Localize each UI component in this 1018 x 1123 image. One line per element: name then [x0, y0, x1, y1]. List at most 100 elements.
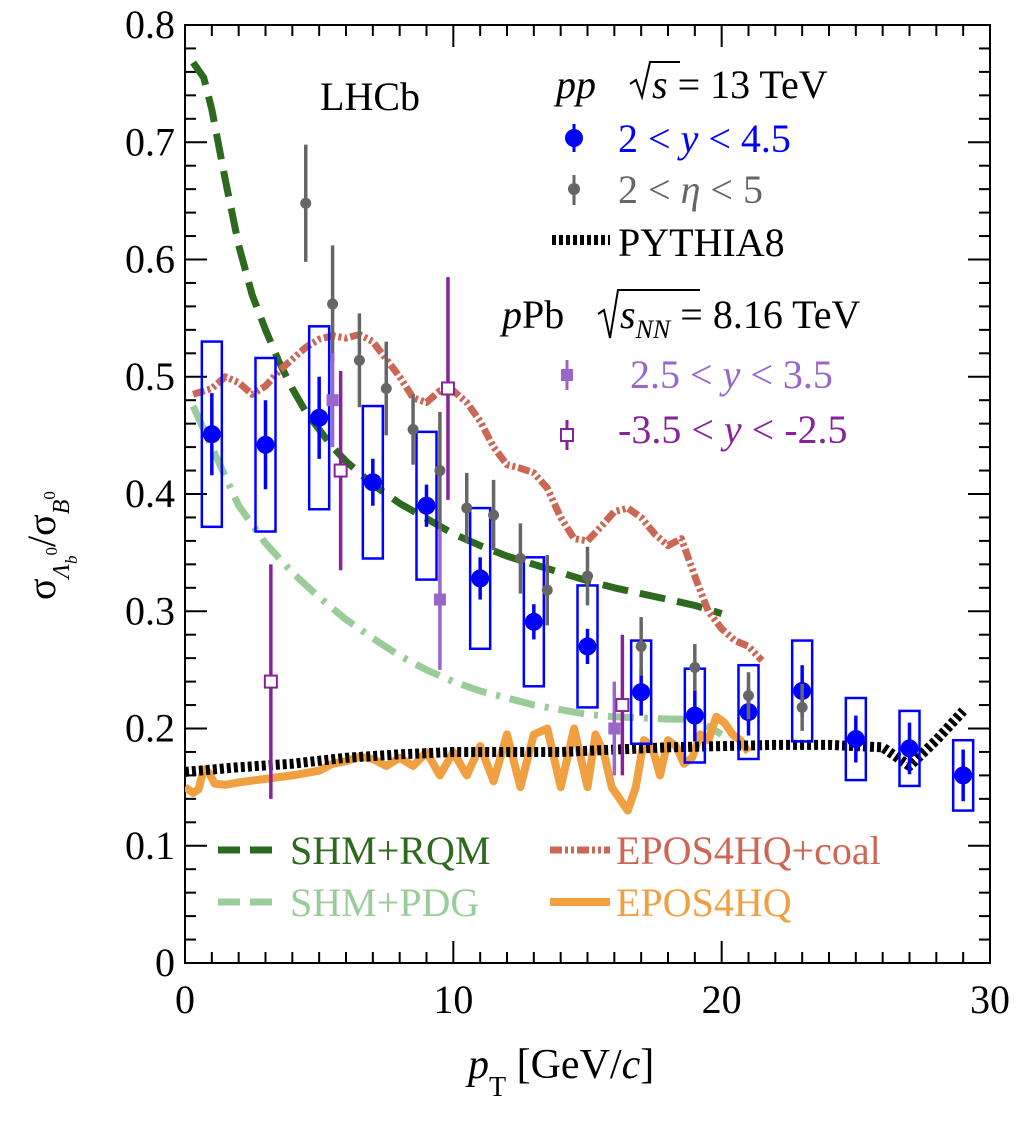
- series-2: [326, 353, 621, 776]
- data-point: [488, 509, 500, 521]
- svg-text:EPOS4HQ: EPOS4HQ: [616, 880, 792, 925]
- legend-pp-energy: s = 13 TeV: [629, 61, 828, 107]
- svg-text:σΛb0/σB0: σΛb0/σB0: [19, 491, 81, 600]
- data-point: [954, 766, 973, 785]
- data-point: [632, 683, 651, 702]
- y-tick-label: 0: [155, 940, 175, 985]
- sqrt-sign-icon: [597, 289, 700, 339]
- data-point: [743, 690, 754, 702]
- legend-entry-ppb-backward: -3.5 < y < -2.5: [560, 407, 848, 452]
- y-tick-label: 0.1: [125, 823, 175, 868]
- data-point: [434, 465, 446, 477]
- legend-entry-pp-eta: 2 < η < 5: [568, 167, 763, 212]
- data-point: [333, 463, 348, 478]
- data-point: [326, 394, 339, 407]
- y-tick-label: 0.4: [125, 471, 175, 516]
- legend-marker-open-square: [560, 428, 574, 442]
- y-tick-labels: 0 0.1 0.2 0.3 0.4 0.5 0.6 0.7 0.8: [125, 2, 175, 985]
- data-point: [417, 496, 436, 515]
- legend-entry-epos4hq-coal: EPOS4HQ+coal: [550, 828, 881, 873]
- legend-top: pp s = 13 TeV 2 < y < 4.5 2 < η < 5 PYTH…: [499, 61, 860, 452]
- svg-text:-3.5 < y < -2.5: -3.5 < y < -2.5: [618, 407, 848, 452]
- x-tick-label: 20: [702, 977, 742, 1022]
- data-point: [796, 701, 808, 713]
- data-point: [541, 584, 553, 596]
- systematic-error-box: [844, 696, 868, 782]
- data-point: [578, 637, 597, 656]
- legend-entry-epos4hq: EPOS4HQ: [550, 880, 792, 925]
- series-1: [300, 144, 808, 731]
- legend-entry-ppb-forward: 2.5 < y < 3.5: [561, 352, 833, 397]
- systematic-error-box: [790, 639, 814, 743]
- data-point: [635, 640, 647, 652]
- svg-text:2 < η < 5: 2 < η < 5: [618, 167, 763, 212]
- y-axis-label: σΛb0/σB0: [19, 491, 81, 600]
- svg-text:sNN = 8.16 TeV: sNN = 8.16 TeV: [620, 292, 860, 344]
- y-tick-label: 0.6: [125, 237, 175, 282]
- data-point: [202, 425, 221, 444]
- x-tick-label: 30: [970, 977, 1010, 1022]
- svg-text:2 < y < 4.5: 2 < y < 4.5: [618, 116, 791, 161]
- svg-text:pT [GeV/c]: pT [GeV/c]: [465, 1042, 654, 1103]
- y-tick-label: 0.7: [125, 119, 175, 164]
- legend-pp-header: pp: [553, 62, 596, 107]
- experiment-label: LHCb: [320, 74, 420, 119]
- data-point: [615, 698, 630, 713]
- epos4hq-coal-curve: [192, 331, 765, 663]
- data-point: [685, 706, 704, 725]
- systematic-error-box: [898, 709, 921, 788]
- data-point: [900, 739, 919, 758]
- x-tick-labels: 0 10 20 30: [175, 977, 1010, 1022]
- legend-marker-filled-square: [561, 369, 573, 381]
- x-axis-label: pT [GeV/c]: [465, 1042, 654, 1103]
- sqrt-sign-icon: [629, 61, 680, 101]
- systematic-error-box: [522, 556, 546, 688]
- svg-text:SHM+PDG: SHM+PDG: [290, 880, 479, 925]
- y-tick-label: 0.2: [125, 706, 175, 751]
- systematic-error-box: [951, 738, 975, 812]
- data-point: [524, 612, 543, 631]
- y-tick-label: 0.3: [125, 588, 175, 633]
- svg-text:PYTHIA8: PYTHIA8: [618, 220, 785, 265]
- data-point: [514, 552, 526, 564]
- svg-text:2.5 < y < 3.5: 2.5 < y < 3.5: [630, 352, 833, 397]
- legend-marker-small-circle: [568, 183, 580, 195]
- legend-ppb-energy: sNN = 8.16 TeV: [597, 289, 860, 344]
- epos4hq-curve: [185, 712, 752, 815]
- legend-entry-shm-pdg: SHM+PDG: [218, 880, 479, 925]
- y-tick-label: 0.5: [125, 354, 175, 399]
- data-point: [310, 408, 329, 427]
- legend-marker-circle: [565, 129, 583, 147]
- systematic-error-box: [737, 663, 760, 761]
- systematic-error-box: [361, 404, 385, 560]
- data-point: [263, 674, 278, 689]
- data-point: [461, 502, 473, 514]
- data-points: [200, 144, 975, 812]
- data-point: [363, 473, 382, 492]
- data-point: [256, 435, 275, 454]
- legend-entry-shm-rqm: SHM+RQM: [218, 828, 490, 873]
- systematic-error-box: [415, 430, 438, 581]
- y-tick-label: 0.8: [125, 2, 175, 47]
- data-point: [327, 298, 339, 310]
- legend-bottom: SHM+RQM EPOS4HQ+coal SHM+PDG EPOS4HQ: [218, 828, 881, 925]
- data-point: [582, 570, 593, 582]
- data-point: [433, 593, 446, 606]
- x-tick-label: 10: [433, 977, 473, 1022]
- systematic-error-box: [307, 325, 331, 511]
- data-point: [471, 569, 490, 588]
- axis-ticks: [184, 24, 991, 964]
- svg-text:EPOS4HQ+coal: EPOS4HQ+coal: [616, 828, 881, 873]
- x-tick-label: 0: [175, 977, 195, 1022]
- legend-ppb-header: pPb: [499, 292, 564, 337]
- data-point: [440, 381, 455, 396]
- data-point: [846, 730, 865, 749]
- legend-entry-pythia: PYTHIA8: [552, 220, 785, 265]
- data-point: [353, 354, 365, 366]
- systematic-error-box: [200, 340, 224, 529]
- legend-entry-pp-y: 2 < y < 4.5: [565, 116, 791, 161]
- data-point: [300, 197, 312, 209]
- data-point: [380, 382, 392, 394]
